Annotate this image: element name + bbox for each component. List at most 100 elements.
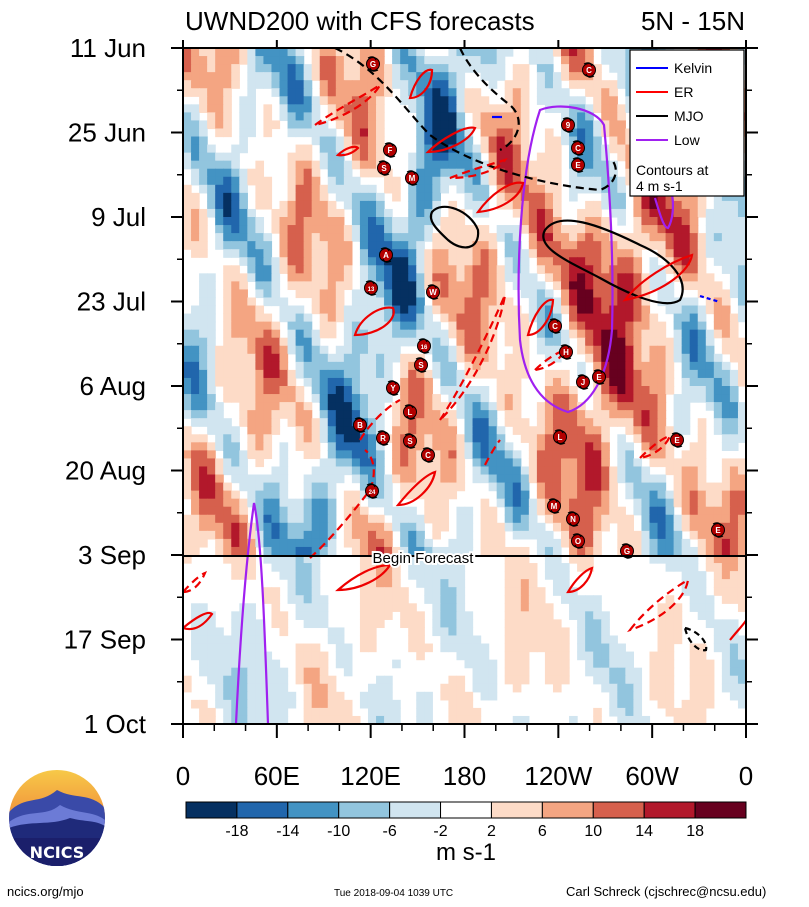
field-cell [721, 522, 731, 532]
field-cell [191, 699, 200, 709]
field-cell [569, 96, 578, 105]
field-cell [271, 72, 281, 81]
field-cell [448, 353, 458, 363]
field-cell [384, 80, 393, 89]
field-cell [536, 450, 546, 460]
field-cell [335, 305, 345, 315]
field-cell [729, 675, 739, 685]
field-cell [239, 96, 248, 105]
footer-website[interactable]: ncics.org/mjo [7, 884, 84, 899]
field-cell [689, 200, 699, 210]
field-cell [408, 48, 417, 57]
field-cell [400, 273, 409, 282]
field-cell [633, 538, 643, 548]
field-cell [536, 329, 546, 339]
field-cell [488, 313, 498, 323]
field-cell [520, 313, 530, 323]
field-cell [351, 192, 361, 202]
field-cell [504, 48, 514, 57]
field-cell [335, 313, 345, 323]
field-cell [351, 233, 361, 242]
field-cell [432, 88, 441, 97]
field-cell [577, 233, 586, 242]
field-cell [713, 571, 723, 580]
field-cell [593, 474, 602, 484]
field-cell [617, 208, 626, 218]
field-cell [641, 233, 651, 242]
field-cell [311, 643, 321, 653]
field-cell [617, 321, 626, 331]
field-cell [376, 72, 385, 81]
field-cell [649, 538, 659, 548]
field-cell [480, 313, 490, 323]
field-cell [319, 233, 329, 242]
field-cell [392, 257, 401, 266]
field-cell [247, 345, 256, 355]
field-cell [247, 96, 256, 105]
field-cell [279, 619, 289, 629]
field-cell [263, 434, 273, 443]
field-cell [311, 281, 321, 291]
field-cell [569, 450, 578, 460]
field-cell [649, 192, 659, 202]
field-cell [633, 394, 643, 403]
field-cell [512, 249, 522, 258]
field-cell [496, 72, 506, 81]
field-cell [432, 273, 441, 282]
field-cell [569, 136, 578, 146]
field-cell [359, 522, 369, 532]
field-cell [199, 241, 208, 250]
field-cell [577, 265, 586, 274]
field-cell [504, 482, 514, 492]
field-cell [207, 394, 216, 403]
field-cell [488, 418, 498, 427]
field-cell [665, 289, 675, 299]
field-cell [448, 313, 458, 323]
field-cell [392, 72, 401, 81]
field-cell [392, 305, 401, 315]
field-cell [359, 442, 369, 451]
field-cell [319, 707, 329, 717]
field-cell [536, 538, 546, 548]
field-cell [215, 208, 224, 218]
field-cell [183, 241, 192, 250]
field-cell [287, 329, 297, 339]
field-cell [480, 56, 490, 65]
field-cell [641, 442, 651, 451]
field-cell [569, 394, 578, 403]
field-cell [496, 538, 506, 548]
field-cell [295, 337, 305, 347]
field-cell [496, 490, 506, 500]
field-cell [729, 265, 739, 274]
field-cell [191, 321, 200, 331]
field-cell [416, 56, 425, 65]
field-cell [416, 611, 425, 620]
field-cell [279, 297, 289, 307]
field-cell [343, 313, 353, 323]
storm-symbol: E [571, 157, 585, 173]
field-cell [255, 377, 265, 387]
field-cell [327, 699, 337, 709]
field-cell [673, 353, 683, 363]
field-cell [609, 667, 618, 677]
field-cell [327, 538, 337, 548]
field-cell [552, 442, 562, 451]
field-cell [247, 643, 256, 653]
field-cell [585, 353, 594, 363]
er-contour [335, 145, 360, 157]
field-cell [432, 514, 441, 524]
field-cell [721, 514, 731, 524]
field-cell [207, 176, 216, 186]
field-cell [528, 474, 538, 484]
field-cell [561, 225, 570, 234]
field-cell [665, 675, 675, 685]
field-cell [183, 112, 192, 122]
field-cell [504, 321, 514, 331]
field-cell [480, 651, 490, 661]
field-cell [585, 225, 594, 234]
field-cell [601, 514, 610, 524]
field-cell [512, 394, 522, 403]
field-cell [496, 450, 506, 460]
field-cell [287, 273, 297, 282]
field-cell [705, 667, 715, 677]
